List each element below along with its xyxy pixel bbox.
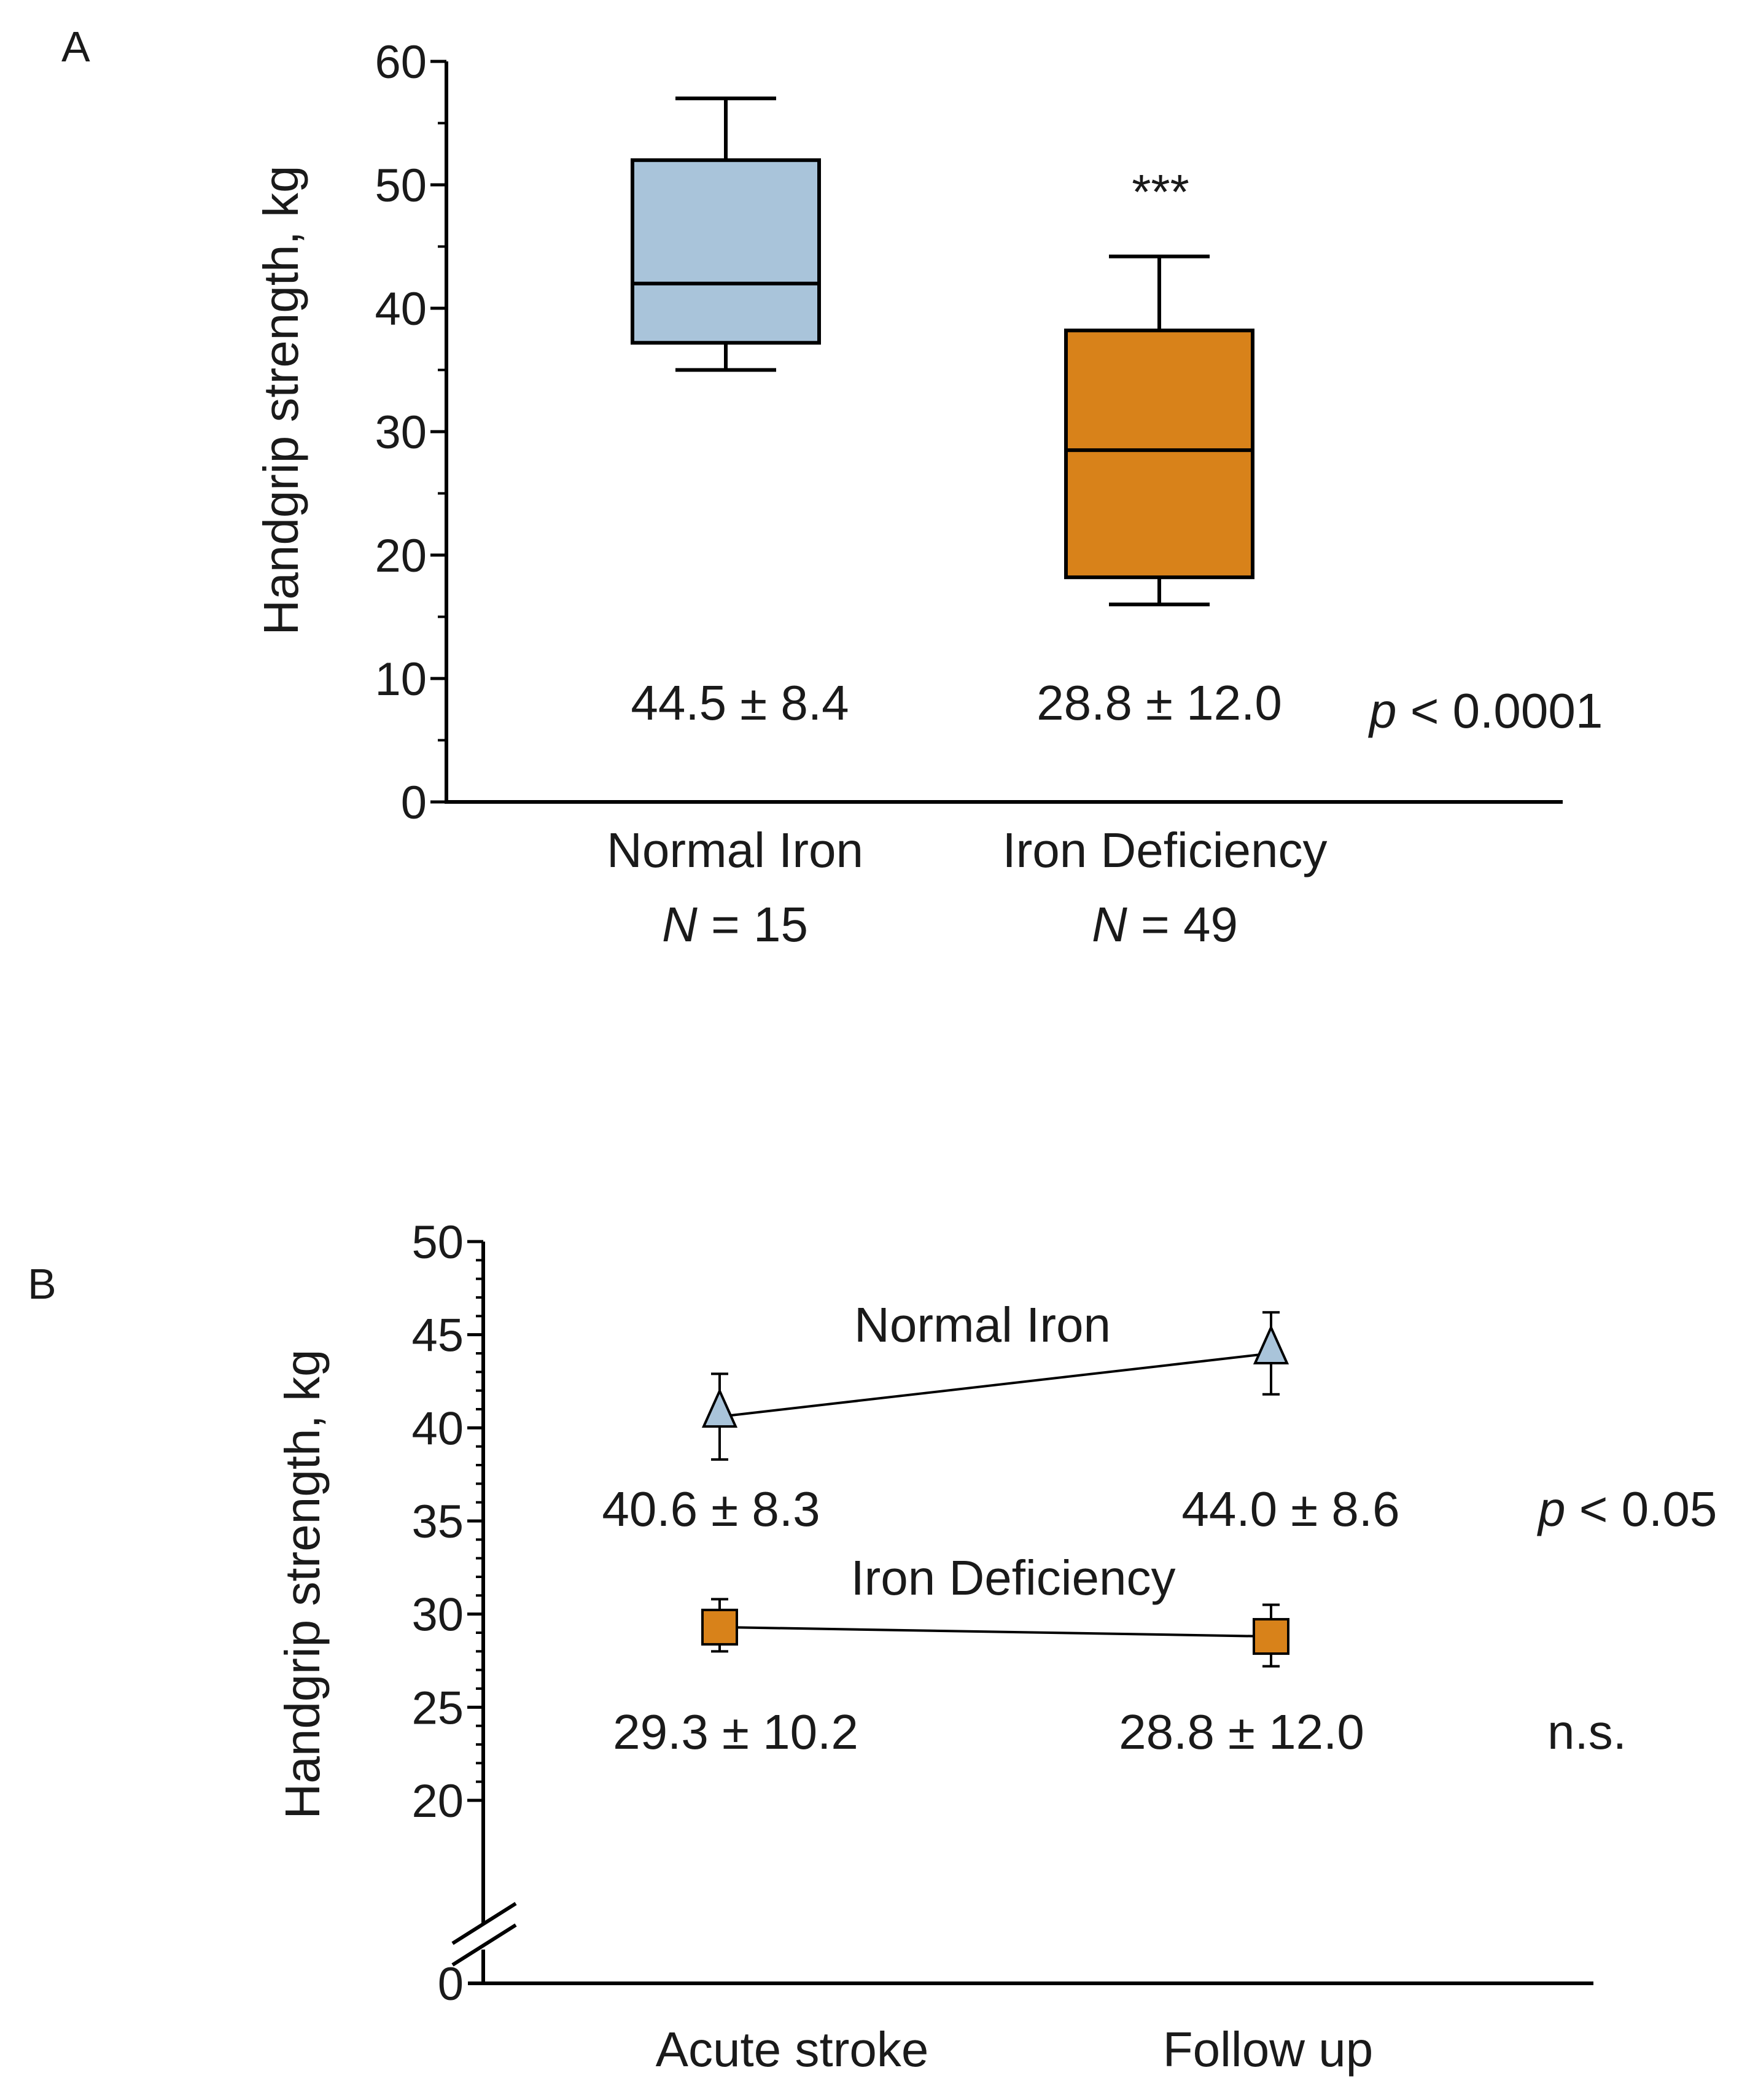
panel-a-y-tick-label: 0 (401, 777, 427, 829)
series-iron-deficiency (701, 1598, 1289, 1668)
panel-a-y-tick-label: 60 (375, 36, 427, 88)
panel-b-y-tick-label: 45 (411, 1310, 464, 1362)
panel-b-stat-normal-acute: 40.6 ± 8.3 (602, 1482, 820, 1536)
panel-b-p-value: p < 0.05 (1537, 1482, 1717, 1536)
panel-b-y-axis-title: Handgrip strength, kg (275, 1350, 330, 1819)
panel-b-ns-label: n.s. (1547, 1705, 1627, 1759)
panel-a-label: A (61, 23, 90, 71)
panel-a: A 0 10 20 30 40 50 60 Handgrip strength, kg **… (61, 23, 1603, 952)
panel-b-axis-break-mark-upper (451, 1902, 517, 1945)
panel-a-n-value-iron-deficiency: = 49 (1127, 897, 1238, 952)
panel-b-category-acute-stroke: Acute stroke (656, 2022, 929, 2077)
panel-a-category-iron-deficiency: Iron Deficiency (1002, 823, 1327, 877)
panel-b-category-follow-up: Follow up (1163, 2022, 1373, 2077)
panel-a-n-value-normal-iron: = 15 (698, 897, 808, 952)
panel-a-y-tick-label: 50 (375, 160, 427, 212)
panel-b-y-tick-label: 30 (411, 1589, 464, 1641)
point-iron-deficiency-acute-stroke (701, 1608, 738, 1646)
panel-b-stat-deficiency-follow: 28.8 ± 12.0 (1119, 1705, 1364, 1759)
panel-a-y-tick-label: 10 (375, 653, 427, 706)
box-body-normal-iron (631, 158, 821, 345)
panel-a-boxes (631, 96, 1254, 607)
panel-a-y-tick-label: 30 (375, 406, 427, 459)
panel-b-y-tick-label: 25 (411, 1682, 464, 1734)
panel-a-y-tick-label: 20 (375, 530, 427, 582)
panel-b-series-label-iron-deficiency: Iron Deficiency (850, 1550, 1175, 1605)
series-normal-iron (701, 1311, 1289, 1461)
panel-b-y-tick-label: 0 (438, 1958, 464, 2010)
panel-b-stat-normal-follow: 44.0 ± 8.6 (1181, 1482, 1399, 1536)
box-normal-iron (631, 96, 821, 372)
panel-a-n-iron-deficiency: N = 49 (1092, 897, 1238, 952)
panel-b-label: B (28, 1260, 56, 1308)
panel-a-p-value: p < 0.0001 (1368, 683, 1603, 738)
panel-b-p-symbol: p (1537, 1482, 1566, 1536)
panel-a-stat-iron-deficiency: 28.8 ± 12.0 (1036, 675, 1282, 730)
series-line-normal-iron (719, 1352, 1272, 1418)
panel-b-y-tick-label: 40 (411, 1402, 464, 1455)
panel-a-p-text: < 0.0001 (1397, 683, 1603, 738)
panel-a-n-symbol-normal-iron: N (662, 897, 698, 952)
panel-a-stat-normal-iron: 44.5 ± 8.4 (631, 675, 849, 730)
panel-a-y-axis: 0 10 20 30 40 50 60 (375, 36, 448, 829)
panel-a-n-normal-iron: N = 15 (662, 897, 808, 952)
point-normal-iron-follow-up (1253, 1324, 1289, 1364)
panel-b-y-axis: 0 20 25 30 35 40 45 50 (411, 1216, 517, 2010)
point-normal-iron-acute-stroke (701, 1388, 738, 1428)
point-iron-deficiency-follow-up (1253, 1618, 1289, 1655)
panel-a-y-axis-title: Handgrip strength, kg (254, 166, 308, 636)
panel-b-y-tick-label: 35 (411, 1496, 464, 1548)
panel-a-p-symbol: p (1368, 683, 1397, 738)
panel-a-n-symbol-iron-deficiency: N (1092, 897, 1127, 952)
box-iron-deficiency (1064, 254, 1254, 607)
panel-b-y-tick-label: 50 (411, 1216, 464, 1269)
panel-b-axis-break-mark-lower (451, 1923, 517, 1967)
panel-b-y-tick-label: 20 (411, 1775, 464, 1827)
panel-b-series-label-normal-iron: Normal Iron (854, 1297, 1111, 1352)
panel-b-stat-deficiency-acute: 29.3 ± 10.2 (613, 1705, 858, 1759)
panel-a-category-normal-iron: Normal Iron (607, 823, 863, 877)
panel-a-y-tick-label: 40 (375, 283, 427, 335)
series-line-iron-deficiency (719, 1625, 1272, 1638)
panel-a-significance: *** (1132, 165, 1189, 219)
panel-b-series (701, 1311, 1289, 1668)
box-body-iron-deficiency (1064, 329, 1254, 580)
panel-b-p-text: < 0.05 (1566, 1482, 1717, 1536)
